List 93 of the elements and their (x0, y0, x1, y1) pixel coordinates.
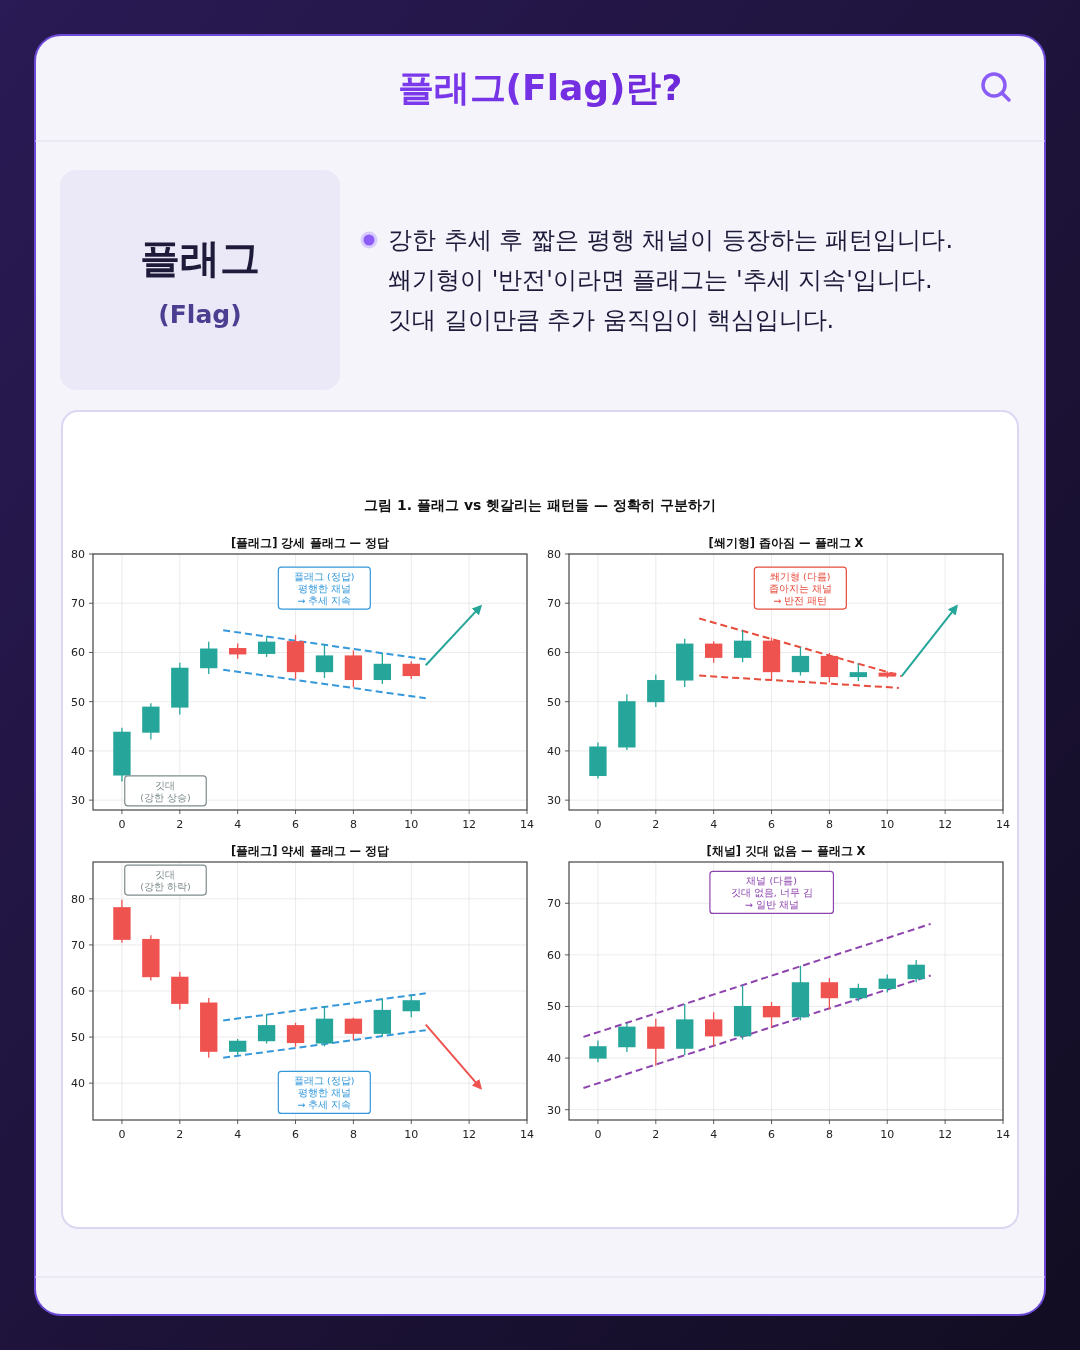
candlestick (791, 646, 810, 677)
y-tick-label: 30 (71, 794, 85, 808)
y-tick-label: 40 (547, 744, 561, 758)
x-tick-label: 6 (292, 1128, 300, 1141)
y-tick-label: 50 (71, 1031, 85, 1045)
candlestick (618, 1022, 636, 1053)
x-tick-label: 10 (880, 818, 895, 831)
y-tick-label: 30 (547, 1103, 561, 1117)
annotation: 채널 (다름) 깃대 없음, 너무 김 → 일반 채널 (730, 875, 813, 911)
y-tick-label: 80 (547, 548, 561, 561)
candlestick (704, 640, 723, 664)
x-tick-label: 14 (520, 1128, 534, 1141)
annotation: 깃대 (강한 하락) (140, 869, 191, 893)
text: 강한 추세 후 짧은 평행 채널이 등장하는 패턴입니다. (388, 226, 954, 254)
candlestick (820, 652, 839, 684)
x-tick-label: 4 (234, 818, 242, 831)
annotation: 쐐기형 (다름) 좁아지는 채널 → 반전 패턴 (768, 571, 832, 607)
x-tick-label: 2 (176, 1128, 184, 1141)
annotation: 플래그 (정답) 평행한 채널 → 추세 지속 (294, 1075, 355, 1111)
candlestick (704, 1011, 723, 1047)
x-tick-label: 0 (594, 1128, 602, 1141)
candlestick (257, 635, 276, 658)
candlestick (373, 652, 392, 685)
candlestick (733, 629, 752, 663)
y-tick-label: 70 (71, 938, 85, 952)
candlestick (820, 977, 839, 1011)
candlestick (200, 640, 218, 675)
annotation: 깃대 (강한 상승) (140, 779, 191, 803)
y-tick-label: 70 (547, 897, 561, 911)
text: 깃대 길이만큼 추가 움직임이 핵심입니다. (388, 306, 835, 334)
chart-title: [채널] 깃대 없음 — 플래그 X (706, 844, 866, 858)
candlestick (257, 1013, 276, 1045)
x-tick-label: 6 (292, 818, 300, 831)
candlestick (589, 1039, 607, 1063)
y-tick-label: 50 (547, 695, 561, 709)
chart-title: [쐐기형] 좁아짐 — 플래그 X (708, 536, 864, 550)
candlestick (315, 643, 334, 679)
y-tick-label: 40 (71, 1077, 85, 1091)
y-tick-label: 30 (547, 794, 561, 808)
candlestick (344, 1017, 363, 1041)
y-tick-label: 50 (71, 695, 85, 709)
x-tick-label: 6 (768, 818, 776, 831)
y-tick-label: 60 (71, 646, 85, 660)
y-tick-label: 60 (547, 646, 561, 660)
x-tick-label: 8 (825, 818, 833, 831)
x-tick-label: 4 (710, 818, 718, 831)
x-tick-label: 12 (938, 818, 953, 831)
x-tick-label: 8 (349, 818, 357, 831)
candlestick (286, 1022, 305, 1048)
x-tick-label: 12 (938, 1128, 953, 1141)
y-tick-label: 70 (547, 597, 561, 611)
x-tick-label: 10 (404, 1128, 419, 1141)
x-tick-label: 8 (825, 1128, 833, 1141)
x-tick-label: 12 (462, 1128, 477, 1141)
y-tick-label: 50 (547, 1000, 561, 1014)
y-tick-label: 40 (547, 1052, 561, 1066)
candlestick (907, 959, 925, 983)
caption: 그림 1. 플래그 vs 헷갈리는 패턴들 — 정확히 구분하기 (364, 497, 716, 513)
y-tick-label: 60 (547, 948, 561, 962)
text: (Flag) (158, 300, 242, 329)
y-tick-label: 80 (71, 548, 85, 561)
candlestick (373, 998, 392, 1037)
x-tick-label: 2 (652, 818, 660, 831)
x-tick-label: 2 (652, 1128, 660, 1141)
annotation: 플래그 (정답) 평행한 채널 → 추세 지속 (294, 571, 355, 607)
y-tick-label: 80 (71, 892, 85, 906)
x-tick-label: 2 (176, 818, 184, 831)
text: 쐐기형이 '반전'이라면 플래그는 '추세 지속'입니다. (388, 266, 933, 294)
x-tick-label: 10 (404, 818, 419, 831)
x-tick-label: 12 (462, 818, 477, 831)
x-tick-label: 0 (118, 818, 126, 831)
candlestick (402, 994, 420, 1018)
x-tick-label: 14 (996, 818, 1010, 831)
y-tick-label: 60 (71, 985, 85, 998)
x-tick-label: 4 (710, 1128, 718, 1141)
x-tick-label: 8 (349, 1128, 357, 1141)
candlestick (647, 1018, 665, 1067)
x-tick-label: 0 (118, 1128, 126, 1141)
chart-title: [플래그] 강세 플래그 — 정답 (230, 536, 390, 550)
x-tick-label: 14 (996, 1128, 1010, 1141)
chart-title: [플래그] 약세 플래그 — 정답 (230, 844, 390, 858)
x-tick-label: 0 (594, 818, 602, 831)
x-tick-label: 6 (768, 1128, 776, 1141)
x-tick-label: 4 (234, 1128, 242, 1141)
x-tick-label: 14 (520, 818, 534, 831)
y-tick-label: 40 (71, 744, 85, 758)
candlestick (878, 973, 896, 994)
x-tick-label: 10 (880, 1128, 895, 1141)
y-tick-label: 70 (71, 597, 85, 611)
candlestick (762, 1001, 781, 1029)
text: 플래그 (140, 235, 260, 281)
text: 플래그(Flag)란? (397, 67, 683, 108)
candlestick (647, 673, 665, 708)
